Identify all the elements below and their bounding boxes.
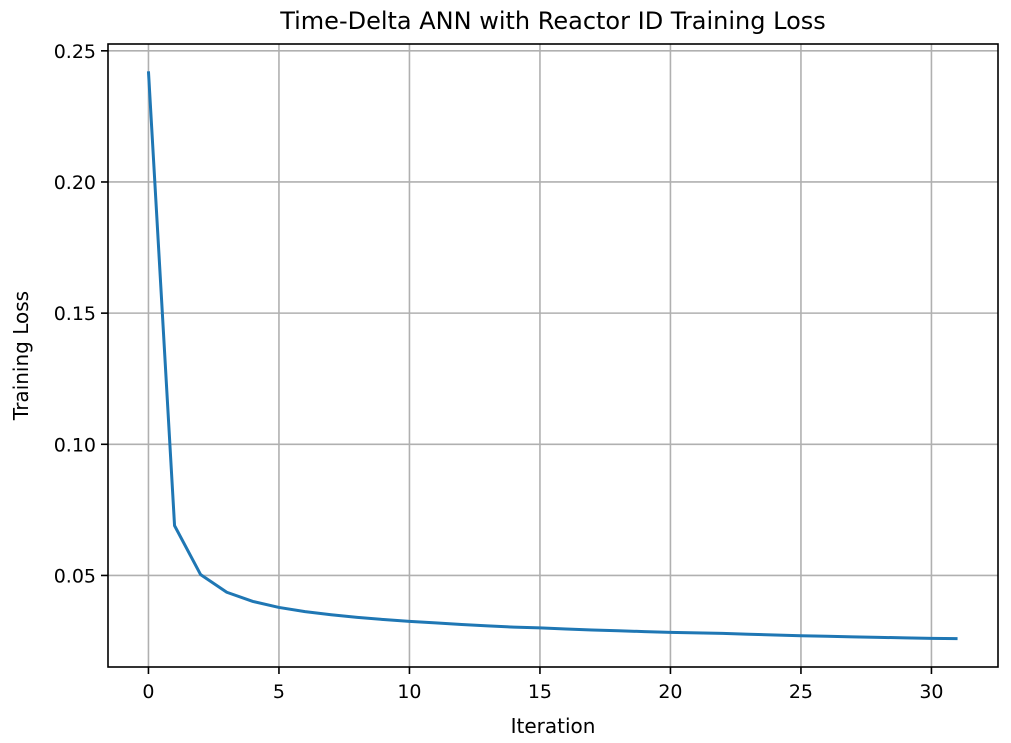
x-tick-label: 30 <box>919 681 943 703</box>
plot-frame <box>107 43 999 668</box>
x-tick-label: 10 <box>397 681 421 703</box>
grid-lines <box>108 44 998 667</box>
loss-series-line <box>146 71 958 641</box>
y-axis-label: Training Loss <box>9 291 33 421</box>
y-tick-label: 0.05 <box>54 565 96 587</box>
y-tick-label: 0.25 <box>54 41 96 63</box>
axis-ticks: 0 5 10 15 20 25 30 0.05 0.10 0.15 0.20 0.25 <box>54 41 944 703</box>
chart-title: Time-Delta ANN with Reactor ID Training … <box>279 7 826 35</box>
x-tick-label: 0 <box>142 681 154 703</box>
x-axis-label: Iteration <box>511 714 596 738</box>
x-tick-label: 20 <box>658 681 682 703</box>
y-tick-label: 0.20 <box>54 172 96 194</box>
series-layer <box>146 71 958 641</box>
x-tick-label: 5 <box>273 681 285 703</box>
y-tick-label: 0.15 <box>54 303 96 325</box>
x-tick-label: 25 <box>789 681 813 703</box>
y-tick-label: 0.10 <box>54 434 96 456</box>
x-tick-label: 15 <box>528 681 552 703</box>
